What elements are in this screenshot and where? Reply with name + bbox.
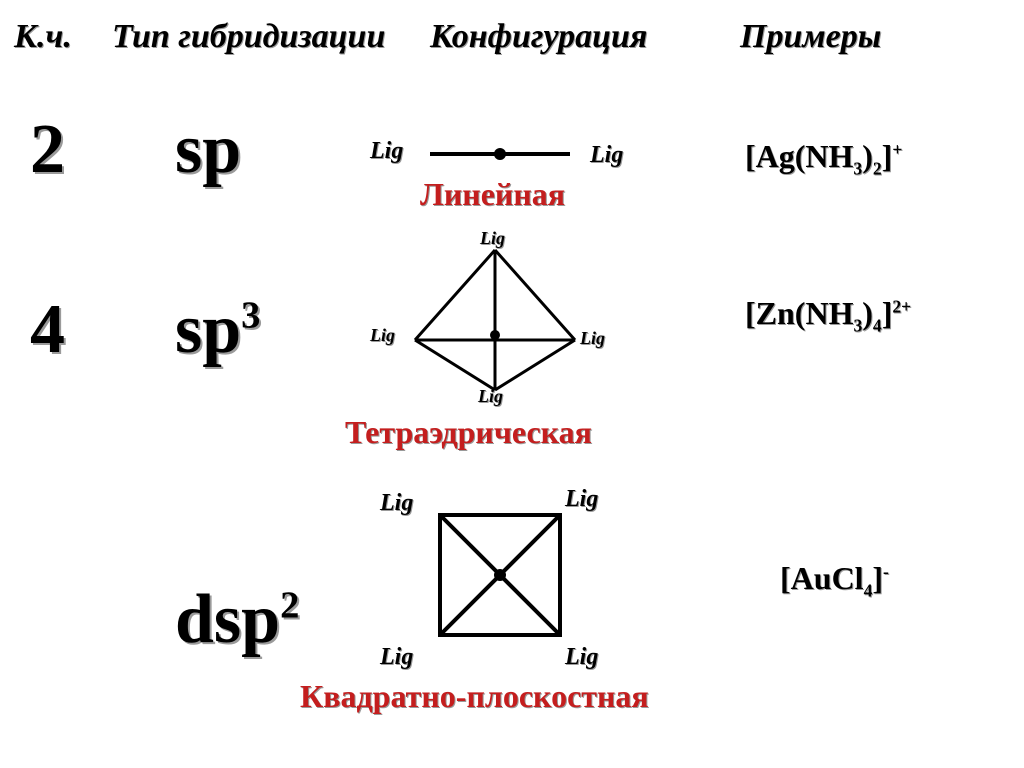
row1-cn: 4 [30,290,65,370]
row2-lig-br: Lig [565,644,598,671]
row0-lig-left: Lig [370,138,403,165]
row1-diagram [395,240,595,400]
row1-lig-left: Lig [370,325,395,346]
header-hyb: Тип гибридизации [112,18,385,56]
header-config: Конфигурация [430,18,647,56]
row2-hyb-sup: 2 [280,585,299,627]
row0-lig-right: Lig [590,142,623,169]
row0-cn: 2 [30,110,65,190]
row2-diagram [420,495,580,655]
row2-lig-bl: Lig [380,644,413,671]
row1-lig-top: Lig [480,228,505,249]
row1-config-label: Тетраэдрическая [345,414,592,451]
row2-hyb-base: dsp [175,581,280,658]
header-cn: К.ч. [14,18,72,56]
row0-config-label: Линейная [420,176,565,213]
row2-config-label: Квадратно-плоскостная [300,678,649,715]
row2-hyb: dsp2 [175,580,299,660]
row2-example: [AuCl4]- [780,560,889,597]
row2-lig-tr: Lig [565,486,598,513]
row0-hyb: sp [175,110,241,190]
header-ex: Примеры [740,18,881,56]
page: К.ч. Тип гибридизации Конфигурация Приме… [0,0,1024,768]
row0-hyb-base: sp [175,111,241,188]
row1-lig-bottom: Lig [478,386,503,407]
row2-lig-tl: Lig [380,490,413,517]
row1-example: [Zn(NH3)4]2+ [745,295,911,332]
row1-hyb-base: sp [175,291,241,368]
row1-hyb-sup: 3 [241,295,260,337]
row1-lig-right: Lig [580,328,605,349]
row1-hyb: sp3 [175,290,260,370]
row0-example: [Ag(NH3)2]+ [745,138,902,175]
